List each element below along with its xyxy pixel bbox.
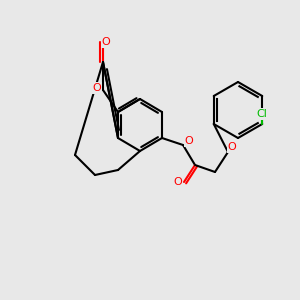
- Text: O: O: [184, 136, 194, 146]
- Text: O: O: [102, 37, 110, 47]
- Text: Cl: Cl: [257, 109, 268, 119]
- Text: O: O: [174, 177, 182, 187]
- Text: O: O: [93, 83, 101, 93]
- Text: O: O: [228, 142, 236, 152]
